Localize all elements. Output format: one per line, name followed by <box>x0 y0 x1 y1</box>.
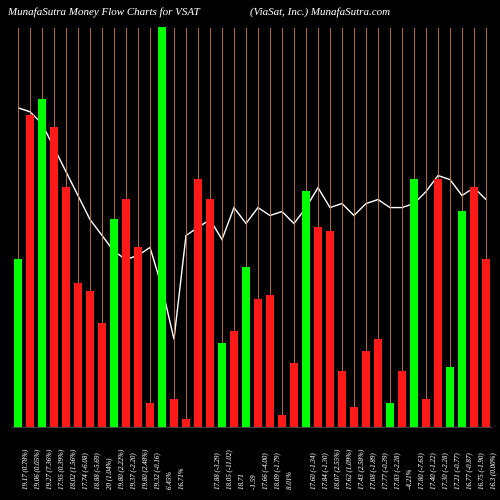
bar-down <box>62 187 70 427</box>
x-tick-label: 17.66 (-4.00) <box>261 453 269 490</box>
x-axis-labels: 19.17 (0.78%) 19.06 (0.05%) 19.27 (7.36%) 1… <box>12 430 492 498</box>
bar-down <box>470 187 478 427</box>
bar-up <box>302 191 310 427</box>
x-tick-label: -4.21% <box>405 470 413 490</box>
x-tick-label: 17.88 (-3.29) <box>213 453 221 490</box>
x-tick-label: 17.84 (-1.30) <box>321 453 329 490</box>
x-tick-label: 17.77 (-0.39) <box>381 453 389 490</box>
x-tick-label: 16.77 (-0.87) <box>465 453 473 490</box>
bar-down <box>146 403 154 427</box>
x-tick-label: 19.27 (7.36%) <box>45 450 53 490</box>
bar-down <box>122 199 130 427</box>
bar-up <box>158 27 166 427</box>
x-tick-label: 17.43 (2.58%) <box>357 450 365 490</box>
chart-title-right: (ViaSat, Inc.) MunafaSutra.com <box>250 6 390 18</box>
x-tick-label: 18.07 (2.55%) <box>333 450 341 490</box>
bar-up <box>458 211 466 427</box>
x-tick-label: 17.08 (-1.89) <box>369 453 377 490</box>
x-tick-label: -1.59 <box>249 475 257 490</box>
bar-down <box>362 351 370 427</box>
bar-down <box>290 363 298 427</box>
chart-root: MunafaSutra Money Flow Charts for VSAT (… <box>0 0 500 500</box>
x-tick-label: 17.30 (-2.28) <box>441 453 449 490</box>
bar-down <box>374 339 382 427</box>
bar-down <box>50 127 58 427</box>
bar-up <box>110 219 118 427</box>
bar-down <box>254 299 262 427</box>
grid-line <box>150 28 151 427</box>
bar-up <box>242 267 250 427</box>
chart-plot-area <box>12 28 492 428</box>
bar-up <box>218 343 226 427</box>
x-tick-label: 19.17 (0.78%) <box>21 450 29 490</box>
x-tick-label: 16.75 (-1.90) <box>477 453 485 490</box>
x-tick-label: 20 (1.04%) <box>105 459 113 491</box>
x-tick-label: 18.05 (-11.02) <box>225 450 233 490</box>
bar-down <box>206 199 214 427</box>
bar-up <box>386 403 394 427</box>
bar-down <box>398 371 406 427</box>
x-tick-label: 16.3 (0.00%) <box>489 453 497 490</box>
x-tick-label: 17.80 (-7.63) <box>417 453 425 490</box>
bar-down <box>338 371 346 427</box>
grid-line <box>174 28 175 427</box>
bar-down <box>26 115 34 427</box>
x-tick-label: 18.02 (1.56%) <box>69 450 77 490</box>
x-tick-label: 17.74 (-6.08) <box>81 453 89 490</box>
x-tick-label: 19.80 (2.48%) <box>141 450 149 490</box>
grid-line <box>426 28 427 427</box>
chart-title-left: MunafaSutra Money Flow Charts for VSAT <box>8 6 200 18</box>
x-tick-label: 17.21 (-0.77) <box>453 453 461 490</box>
bar-down <box>422 399 430 427</box>
x-tick-label: 8.01% <box>285 472 293 490</box>
bar-up <box>410 179 418 427</box>
bar-down <box>434 179 442 427</box>
x-tick-label: 18.09 (-1.79) <box>273 453 281 490</box>
bar-down <box>182 419 190 427</box>
bar-down <box>98 323 106 427</box>
x-tick-label: 17.40 (-1.22) <box>429 453 437 490</box>
grid-line <box>342 28 343 427</box>
bar-down <box>482 259 490 427</box>
bar-down <box>170 399 178 427</box>
bar-up <box>38 99 46 427</box>
x-tick-label: 18.88 (-5.69) <box>93 453 101 490</box>
grid-line <box>402 28 403 427</box>
bar-up <box>14 259 22 427</box>
x-tick-label: 19.32 (-0.16) <box>153 453 161 490</box>
grid-line <box>390 28 391 427</box>
overlay-line <box>12 28 492 427</box>
bar-down <box>74 283 82 427</box>
x-tick-label: 6.45% <box>165 472 173 490</box>
x-tick-label: 17.60 (-1.34) <box>309 453 317 490</box>
grid-line <box>186 28 187 427</box>
x-tick-label: 17.95 (0.39%) <box>57 450 65 490</box>
bar-up <box>446 367 454 427</box>
x-tick-label: 17.83 (-2.28) <box>393 453 401 490</box>
x-tick-label: 17.62 (1.09%) <box>345 450 353 490</box>
x-tick-label: 16.71% <box>177 468 185 490</box>
x-tick-label: 19.06 (0.05%) <box>33 450 41 490</box>
x-tick-label: 19.80 (2.22%) <box>117 450 125 490</box>
bar-down <box>134 247 142 427</box>
bar-down <box>326 231 334 427</box>
x-tick-label: 19.37 (-2.20) <box>129 453 137 490</box>
x-tick-label: 18.71 <box>237 474 245 490</box>
bar-down <box>230 331 238 427</box>
grid-line <box>282 28 283 427</box>
bar-down <box>314 227 322 427</box>
bar-down <box>194 179 202 427</box>
grid-line <box>354 28 355 427</box>
bar-down <box>266 295 274 427</box>
bar-down <box>350 407 358 427</box>
bar-down <box>278 415 286 427</box>
bar-down <box>86 291 94 427</box>
